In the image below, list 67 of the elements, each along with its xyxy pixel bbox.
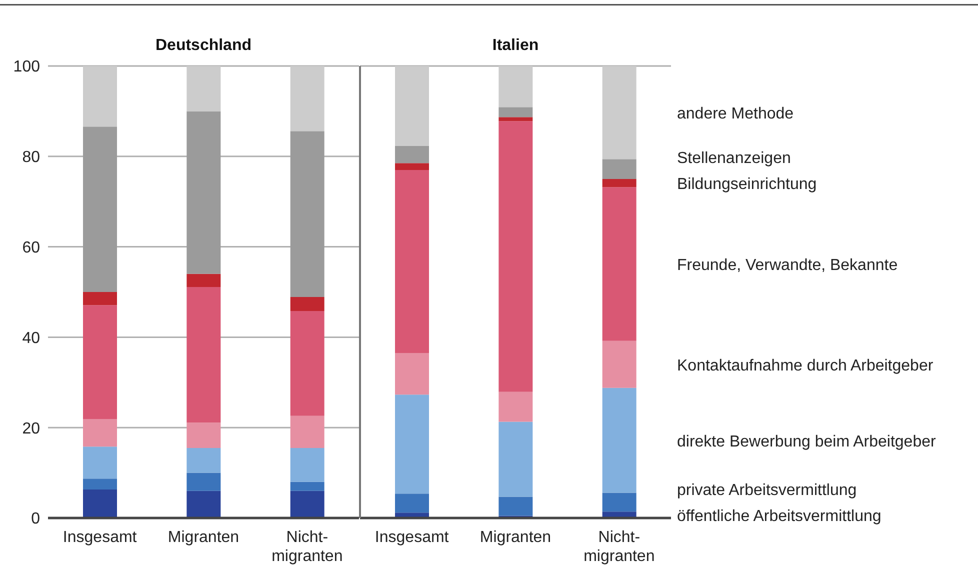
bar (395, 146, 429, 164)
bar (83, 446, 117, 479)
bar (395, 163, 429, 170)
bar (395, 66, 429, 146)
bar (186, 274, 221, 288)
bar (290, 310, 324, 416)
bar (602, 492, 636, 512)
bar (498, 392, 533, 422)
text: direkte Bewerbung beim Arbeitgeber (677, 433, 936, 450)
bar (290, 416, 324, 448)
x-tick-label: Migranten (168, 529, 240, 546)
x-tick-label: Nicht-migranten (584, 529, 655, 565)
y-tick-label: 40 (22, 330, 40, 347)
bar (186, 111, 221, 274)
y-tick-label: 20 (22, 420, 40, 438)
bar (186, 472, 221, 491)
bar (602, 187, 636, 341)
bar (602, 159, 636, 179)
bar (290, 490, 324, 518)
x-tick-label: Nicht-migranten (272, 529, 343, 565)
y-tick-label: 80 (22, 149, 40, 166)
text: private Arbeitsvermittlung (677, 482, 857, 499)
bar (395, 494, 429, 513)
bar (498, 121, 533, 392)
text: Stellenanzeigen (677, 150, 791, 168)
text: öffentliche Arbeitsvermittlung (677, 508, 882, 525)
bar (395, 170, 429, 354)
bar (290, 448, 324, 482)
bar (83, 490, 117, 518)
bar (186, 66, 221, 112)
x-tick-label: Migranten (480, 529, 552, 546)
chart-title: Italien (492, 37, 539, 54)
x-tick-label: Insgesamt (62, 529, 138, 546)
bar (83, 126, 117, 292)
bar (83, 478, 117, 490)
text: andere Methode (677, 106, 794, 123)
x-tick-label: Insgesamt (374, 529, 450, 546)
bar (602, 340, 636, 388)
bar (83, 66, 117, 127)
bar (83, 292, 117, 306)
bar (498, 496, 533, 516)
y-tick-label: 60 (22, 239, 40, 256)
bar (186, 287, 221, 423)
bar (498, 107, 533, 118)
bar (602, 179, 636, 188)
bar (186, 422, 221, 448)
text: Bildungseinrichtung (677, 176, 817, 194)
bar (498, 117, 533, 122)
y-tick-label: 0 (31, 510, 40, 528)
bar (290, 296, 324, 311)
bar (186, 448, 221, 473)
text: Kontaktaufnahme durch Arbeitgeber (677, 357, 934, 374)
bar (395, 353, 429, 395)
bar (290, 66, 324, 132)
bar (83, 419, 117, 447)
chart-title: Deutschland (155, 37, 252, 54)
bar (498, 66, 533, 108)
bar (602, 388, 636, 493)
text: Freunde, Verwandte, Bekannte (677, 256, 898, 274)
bar (395, 394, 429, 494)
bar (290, 482, 324, 491)
bar (290, 131, 324, 297)
y-tick-label: 100 (13, 58, 40, 76)
bar (83, 305, 117, 420)
bar (186, 490, 221, 518)
bar (602, 66, 636, 160)
bar (498, 422, 533, 497)
